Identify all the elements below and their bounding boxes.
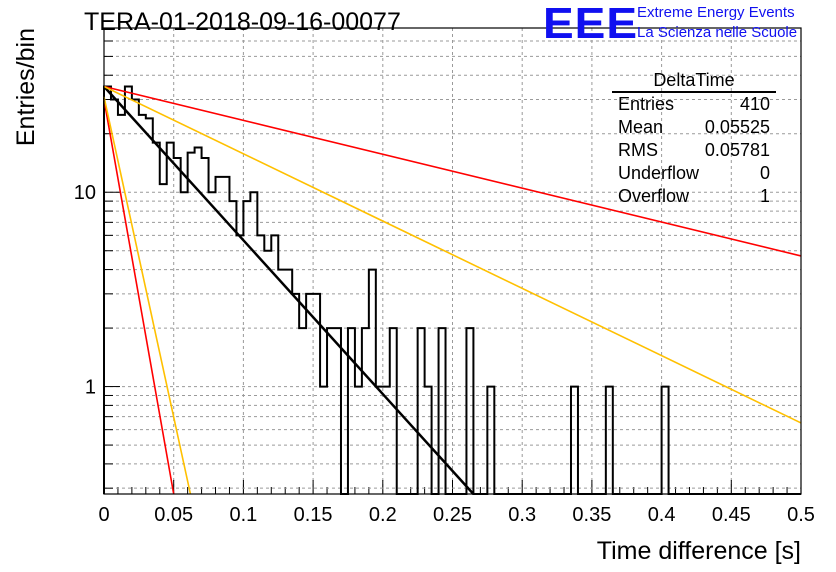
logo-caption-line2: La Scienza nelle Scuole <box>637 24 798 41</box>
x-tick-label: 0.45 <box>712 504 751 526</box>
stats-label: RMS <box>618 140 658 160</box>
stats-value: 1 <box>759 186 770 206</box>
x-tick-label: 0.4 <box>648 504 676 526</box>
x-tick-label: 0.1 <box>229 504 257 526</box>
stats-label: Entries <box>618 94 675 114</box>
stats-title: DeltaTime <box>612 70 776 93</box>
x-tick-label: 0.15 <box>294 504 333 526</box>
x-axis-title: Time difference [s] <box>597 537 801 565</box>
x-tick-label: 0 <box>98 504 109 526</box>
logo-caption-line1: Extreme Energy Events <box>637 4 795 21</box>
stats-row-mean: Mean 0.05525 <box>612 116 776 139</box>
y-tick-label: 1 <box>85 377 96 399</box>
stats-row-rms: RMS 0.05781 <box>612 139 776 162</box>
stats-label: Overflow <box>618 186 690 206</box>
x-tick-label: 0.2 <box>369 504 397 526</box>
plot-frame <box>103 27 802 495</box>
stats-value: 0.05781 <box>704 140 770 160</box>
fit-line <box>103 99 175 495</box>
stats-label: Underflow <box>618 163 700 183</box>
y-tick-label: 10 <box>74 182 96 204</box>
stats-value: 0.05525 <box>704 117 770 137</box>
x-tick-label: 0.25 <box>433 504 472 526</box>
x-tick-label: 0.5 <box>787 504 815 526</box>
x-tick-label: 0.3 <box>508 504 536 526</box>
fit-line <box>103 85 475 495</box>
stats-value: 410 <box>739 94 770 114</box>
fit-line <box>103 85 802 424</box>
fit-line <box>103 85 802 257</box>
fit-line <box>103 96 192 495</box>
x-tick-label: 0.05 <box>154 504 193 526</box>
y-axis-title: Entries/bin <box>12 28 40 146</box>
stats-row-entries: Entries 410 <box>612 93 776 116</box>
stats-value: 0 <box>759 163 770 183</box>
stats-box: DeltaTime Entries 410 Mean 0.05525 RMS 0… <box>612 70 776 208</box>
stats-row-underflow: Underflow 0 <box>612 162 776 185</box>
chart-title: TERA-01-2018-09-16-00077 <box>84 8 401 36</box>
eee-logo: EEE <box>543 0 639 48</box>
stats-row-overflow: Overflow 1 <box>612 185 776 208</box>
stats-label: Mean <box>618 117 664 137</box>
x-tick-label: 0.35 <box>572 504 611 526</box>
